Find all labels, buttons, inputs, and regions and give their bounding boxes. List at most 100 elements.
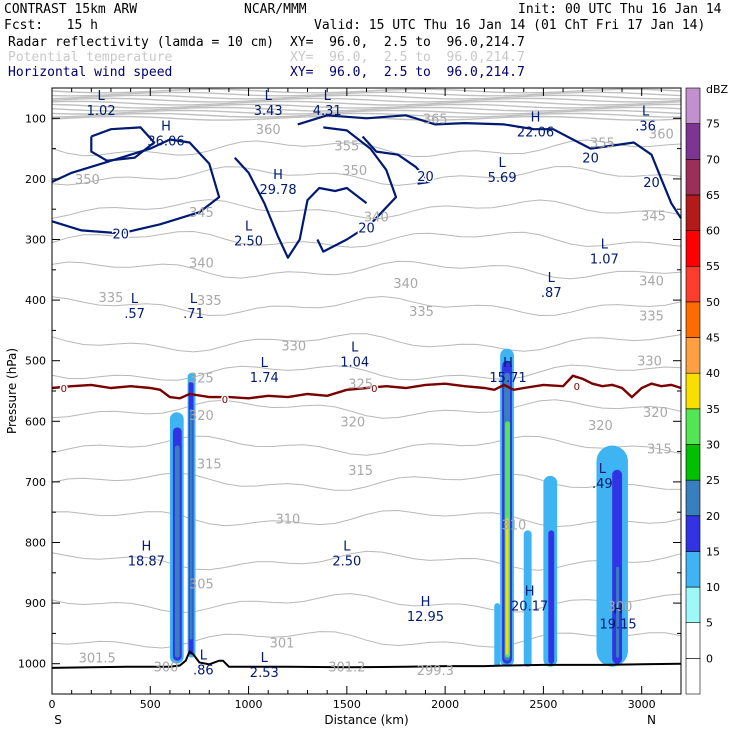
wind-speed-contour — [233, 156, 368, 259]
theta-label: 301.2 — [328, 661, 365, 676]
wind-extremum-marker: L — [98, 89, 106, 104]
theta-label: 365 — [423, 112, 448, 127]
colorbar-bin — [685, 372, 701, 410]
theta-label: 340 — [189, 257, 214, 272]
reflectivity-cell — [616, 566, 620, 658]
theta-contour — [51, 593, 682, 614]
wind-extremum-value: 2.53 — [250, 666, 279, 681]
theta-label: 350 — [342, 164, 367, 179]
colorbar-tick-label: 25 — [706, 474, 720, 487]
organization: NCAR/MMM — [244, 2, 307, 17]
wind-extremum-value: 15.71 — [489, 371, 526, 386]
theta-label: 330 — [281, 340, 306, 355]
theta-label: 345 — [189, 206, 214, 221]
y-tick-label: 1000 — [18, 658, 46, 671]
field-wind-xy: XY= 96.0, 2.5 to 96.0,214.7 — [290, 65, 525, 80]
theta-label: 305 — [189, 578, 214, 593]
theta-label: 310 — [275, 512, 300, 527]
wind-speed-label: 20 — [582, 152, 599, 167]
field-reflectivity-name: Radar reflectivity (lamda = 10 cm) — [8, 35, 275, 50]
colorbar-tick-label: 5 — [706, 617, 713, 630]
colorbar-bin — [685, 230, 701, 267]
theta-label: 350 — [75, 173, 100, 188]
colorbar-tick-label: 60 — [706, 225, 720, 238]
wind-extremum-value: 29.78 — [259, 183, 296, 198]
theta-contour — [51, 364, 682, 381]
colorbar-bin — [685, 408, 701, 445]
wind-extremum-value: .57 — [124, 307, 145, 322]
wind-extremum-value: .86 — [193, 663, 214, 678]
reflectivity-cell — [174, 445, 180, 658]
theta-label: 335 — [99, 291, 124, 306]
wind-extremum-value: 12.95 — [407, 610, 444, 625]
theta-label: 301 — [270, 636, 295, 651]
wind-extremum-marker: L — [499, 156, 507, 171]
freezing-level-line — [51, 374, 682, 400]
wind-extremum-marker: L — [599, 462, 607, 477]
wind-extremum-marker: L — [324, 89, 332, 104]
theta-label: 360 — [256, 123, 281, 138]
theta-contour — [51, 109, 682, 115]
theta-contour — [51, 199, 682, 219]
wind-extremum-marker: H — [525, 584, 535, 599]
colorbar-bin — [685, 301, 701, 338]
theta-label: 320 — [340, 415, 365, 430]
wind-extremum-marker: L — [245, 219, 253, 234]
theta-label: 330 — [637, 355, 662, 370]
wind-extremum-value: 20.17 — [511, 599, 548, 614]
theta-label: 340 — [393, 277, 418, 292]
x-tick-label: 3000 — [628, 698, 656, 711]
colorbar-tick-label: 0 — [706, 652, 713, 665]
wind-speed-label: 20 — [113, 227, 130, 242]
theta-contour — [51, 631, 682, 649]
y-tick-label: 900 — [25, 597, 46, 610]
colorbar-bin — [685, 265, 701, 303]
theta-label: 300 — [154, 661, 179, 676]
theta-label: 315 — [348, 464, 373, 479]
theta-contour — [51, 106, 682, 112]
theta-label: 299.3 — [417, 664, 454, 679]
wind-extremum-value: 19.15 — [599, 617, 636, 632]
theta-contour — [51, 260, 682, 280]
reflectivity-cell — [612, 469, 623, 664]
colorbar-bin — [685, 87, 701, 124]
wind-extremum-marker: L — [200, 648, 208, 663]
wind-extremum-marker: H — [421, 595, 431, 610]
colorbar-bin — [685, 337, 701, 374]
reflectivity-cell — [494, 603, 501, 667]
reflectivity-cell — [189, 409, 193, 640]
reflectivity-cell — [523, 530, 532, 667]
theta-label: 355 — [590, 137, 615, 152]
y-tick-label: 700 — [25, 476, 46, 489]
theta-label: 320 — [588, 419, 613, 434]
theta-contour — [51, 103, 682, 109]
theta-contour — [51, 399, 682, 419]
wind-extremum-value: 2.50 — [234, 234, 263, 249]
reflectivity-cell — [548, 530, 555, 664]
wind-extremum-marker: L — [351, 341, 359, 356]
wind-extremum-value: 1.04 — [340, 356, 369, 371]
theta-contour — [51, 91, 682, 97]
wind-extremum-value: 4.31 — [313, 104, 342, 119]
theta-contour — [51, 97, 682, 103]
wind-speed-contour — [316, 126, 398, 253]
wind-extremum-value: 22.06 — [517, 125, 554, 140]
forecast-hour: Fcst: 15 h — [4, 18, 98, 33]
colorbar-tick-label: 15 — [706, 545, 720, 558]
wind-extremum-value: 3.43 — [254, 104, 283, 119]
colorbar-bin — [685, 586, 701, 624]
field-wind-name: Horizontal wind speed — [8, 65, 173, 80]
theta-label: 315 — [197, 458, 222, 473]
theta-label: 300 — [608, 600, 633, 615]
wind-extremum-marker: H — [141, 539, 151, 554]
colorbar-tick-label: 70 — [706, 153, 720, 166]
wind-extremum-marker: H — [161, 119, 171, 134]
wind-extremum-marker: L — [548, 271, 556, 286]
y-tick-label: 300 — [25, 234, 46, 247]
theta-contour — [51, 100, 682, 106]
field-theta-xy: XY= 96.0, 2.5 to 96.0,214.7 — [290, 50, 525, 65]
theta-contour — [51, 94, 682, 100]
colorbar-bin — [685, 622, 701, 659]
wind-extremum-value: 36.06 — [147, 134, 184, 149]
